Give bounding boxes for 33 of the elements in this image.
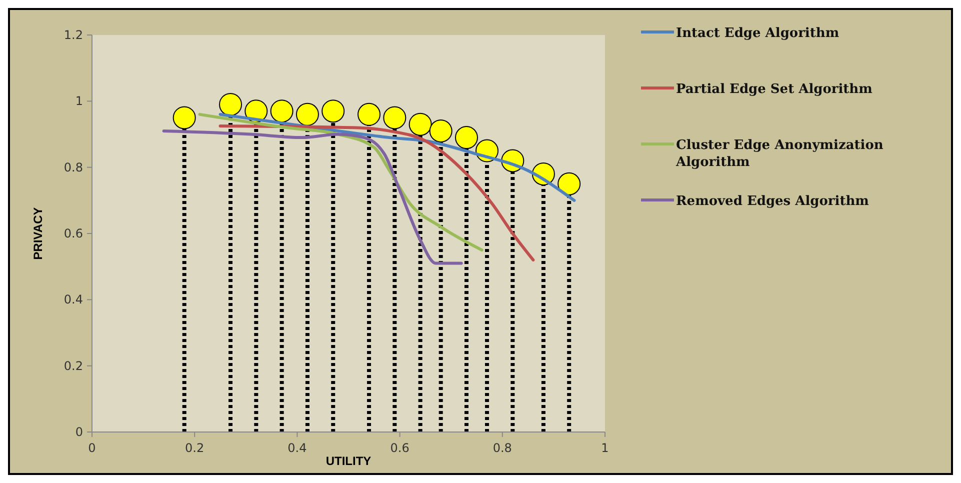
line-series (198, 112, 484, 252)
point (429, 119, 452, 142)
y-tick-label: 0.6 (64, 226, 83, 240)
line-series (162, 129, 463, 265)
point (322, 100, 345, 123)
point (558, 172, 581, 196)
legend-label: Cluster Edge Anonymization Algorithm (675, 138, 884, 170)
x-tick-label: 0.6 (390, 441, 410, 455)
y-tick-label: 0.4 (64, 292, 83, 307)
point (219, 92, 242, 116)
legend-label: Intact Edge Algorithm (676, 26, 840, 41)
y-tick-label: 1.2 (64, 28, 83, 42)
x-tick-label: 0.4 (288, 441, 307, 455)
y-tick-label: 0.8 (64, 160, 83, 174)
legend-label: Partial Edge Set Algorithm (676, 82, 873, 97)
x-tick-label: 1 (601, 441, 609, 455)
x-tick-label: 0.8 (492, 441, 512, 455)
x-tick-label: 0 (88, 441, 96, 455)
x-axis-title: UTILITY (326, 454, 372, 468)
point (383, 106, 406, 130)
y-tick-label: 0 (75, 425, 83, 439)
y-tick-label: 1 (75, 94, 83, 108)
point (296, 102, 319, 126)
x-tick-label: 0.2 (185, 441, 204, 455)
y-axis-title: PRIVACY (31, 207, 45, 260)
line-series (218, 124, 535, 262)
point (408, 112, 432, 136)
legend-label: Removed Edges Algorithm (676, 194, 870, 209)
point (454, 126, 478, 150)
point (270, 100, 294, 123)
y-tick-label: 0.2 (64, 358, 83, 373)
point (358, 102, 381, 126)
point (172, 106, 196, 130)
